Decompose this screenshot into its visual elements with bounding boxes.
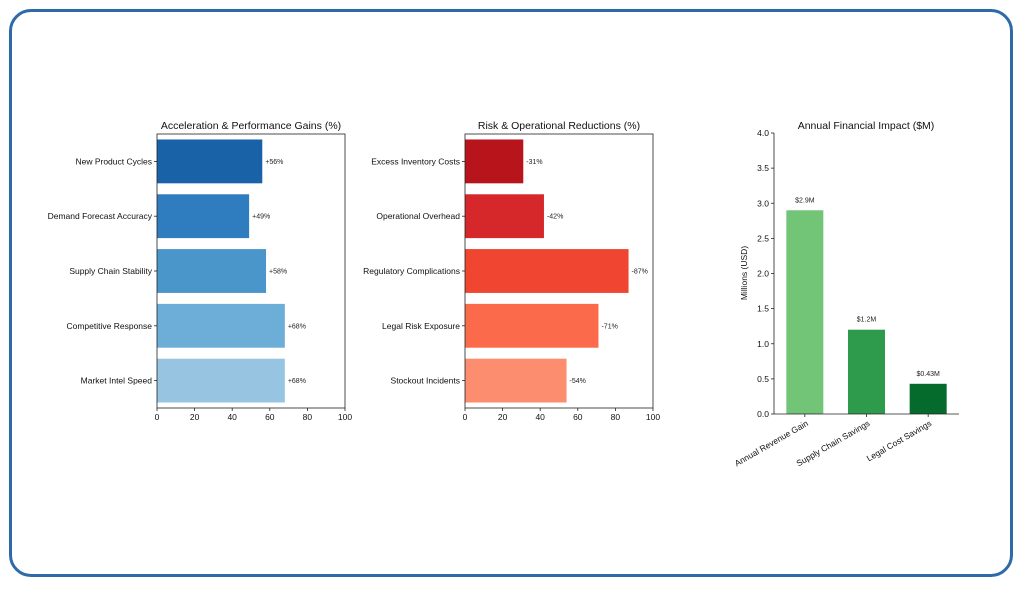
performance-gains-chart: Acceleration & Performance Gains (%) New… xyxy=(48,120,353,422)
bar xyxy=(465,303,599,348)
bar xyxy=(157,358,285,403)
data-label: -54% xyxy=(570,378,586,385)
x-tick-label: 20 xyxy=(498,412,508,422)
bar xyxy=(848,329,885,414)
plot-frame xyxy=(464,133,654,409)
x-tick-label: 80 xyxy=(303,412,313,422)
y-tick-label: 2.5 xyxy=(757,233,769,243)
data-label: -42% xyxy=(547,214,563,221)
data-label: +56% xyxy=(265,159,283,166)
y-tick-label: 1.5 xyxy=(757,304,769,314)
y-tick-label: Regulatory Complications xyxy=(363,266,460,276)
bar xyxy=(465,358,567,403)
bar xyxy=(465,194,544,239)
chart-title: Acceleration & Performance Gains (%) xyxy=(161,120,341,132)
data-label: $2.9M xyxy=(795,197,815,204)
x-tick-label: 100 xyxy=(646,412,660,422)
x-tick-label: 20 xyxy=(190,412,200,422)
plot-frame xyxy=(156,133,346,409)
financial-impact-chart: Annual Financial Impact ($M) Millions (U… xyxy=(733,120,959,468)
data-label: +68% xyxy=(288,378,306,385)
bar xyxy=(465,249,629,293)
dashboard-frame xyxy=(9,9,1013,577)
data-label: -71% xyxy=(601,323,617,330)
y-tick-label: 4.0 xyxy=(757,128,769,138)
chart-title: Risk & Operational Reductions (%) xyxy=(478,120,640,132)
risk-reductions-chart: Risk & Operational Reductions (%) Excess… xyxy=(363,120,660,422)
data-label: +58% xyxy=(269,269,287,276)
y-tick-label: Competitive Response xyxy=(66,321,152,331)
y-tick-label: Stockout Incidents xyxy=(391,376,460,386)
x-tick-label: 40 xyxy=(227,412,237,422)
data-label: $1.2M xyxy=(857,317,877,324)
data-label: +49% xyxy=(252,214,270,221)
y-tick-label: Excess Inventory Costs xyxy=(371,156,460,166)
y-tick-label: Supply Chain Stability xyxy=(69,266,152,276)
bar xyxy=(157,139,263,184)
y-tick-label: 0.0 xyxy=(757,409,769,419)
x-tick-label: Legal Cost Savings xyxy=(865,418,933,463)
y-tick-label: 3.5 xyxy=(757,163,769,173)
bar xyxy=(465,139,524,184)
data-label: +68% xyxy=(288,323,306,330)
y-tick-label: Legal Risk Exposure xyxy=(382,321,460,331)
y-tick-label: 1.0 xyxy=(757,339,769,349)
x-tick-label: 0 xyxy=(463,412,468,422)
bar xyxy=(786,210,824,414)
data-label: -87% xyxy=(632,269,648,276)
y-axis-label: Millions (USD) xyxy=(739,246,749,300)
x-tick-label: 100 xyxy=(338,412,352,422)
x-tick-label: 0 xyxy=(155,412,160,422)
x-tick-label: 60 xyxy=(265,412,275,422)
bar xyxy=(909,383,947,414)
y-tick-label: Demand Forecast Accuracy xyxy=(48,211,153,221)
x-tick-label: 80 xyxy=(611,412,621,422)
data-label: -31% xyxy=(526,159,542,166)
bar xyxy=(157,249,267,293)
bar xyxy=(157,303,285,348)
y-tick-label: 0.5 xyxy=(757,374,769,384)
y-tick-label: Market Intel Speed xyxy=(81,376,153,386)
y-tick-label: New Product Cycles xyxy=(75,156,152,166)
x-tick-label: 60 xyxy=(573,412,583,422)
bar xyxy=(157,194,250,239)
x-tick-label: 40 xyxy=(535,412,545,422)
data-label: $0.43M xyxy=(916,371,940,378)
y-tick-label: 2.0 xyxy=(757,269,769,279)
y-tick-label: 3.0 xyxy=(757,198,769,208)
y-tick-label: Operational Overhead xyxy=(376,211,460,221)
chart-title: Annual Financial Impact ($M) xyxy=(798,120,935,132)
